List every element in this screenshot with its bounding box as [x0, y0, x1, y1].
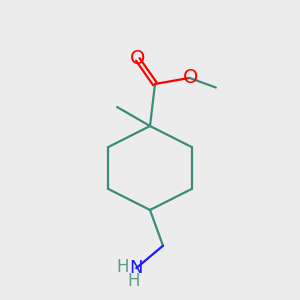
Text: O: O	[183, 68, 198, 87]
Text: N: N	[129, 259, 143, 277]
Text: H: H	[127, 272, 140, 290]
Text: H: H	[116, 258, 128, 276]
Text: O: O	[130, 49, 146, 68]
